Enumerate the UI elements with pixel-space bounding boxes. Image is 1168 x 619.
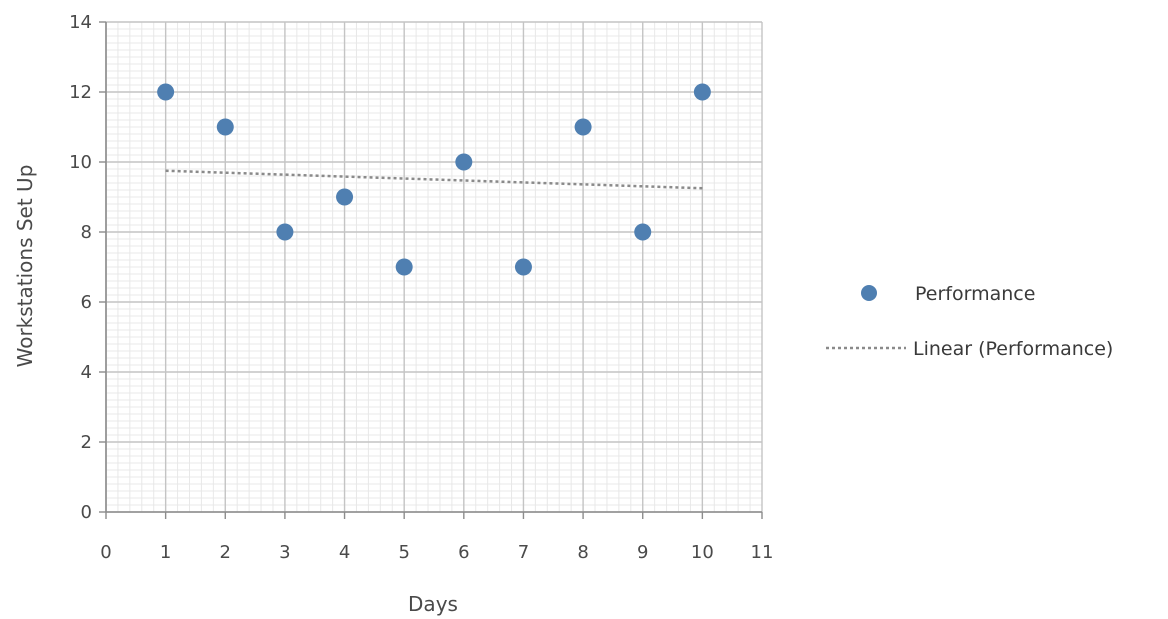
x-tick-label: 0 xyxy=(100,542,111,563)
data-point xyxy=(693,83,711,101)
legend-label-performance: Performance xyxy=(915,283,1035,305)
data-point xyxy=(455,153,473,171)
data-point xyxy=(514,258,532,276)
data-point xyxy=(157,83,175,101)
x-tick-label: 4 xyxy=(339,542,350,563)
data-point xyxy=(574,118,592,136)
x-tick-label: 1 xyxy=(160,542,171,563)
x-tick-labels: 0 1 2 3 4 5 6 7 8 9 10 11 xyxy=(100,542,773,563)
y-tick-labels: 0 2 4 6 8 10 12 14 xyxy=(69,12,92,523)
legend: Performance Linear (Performance) xyxy=(826,283,1113,360)
y-tick-label: 4 xyxy=(81,362,92,383)
legend-marker-performance xyxy=(861,285,877,301)
y-tick-label: 0 xyxy=(81,502,92,523)
x-tick-label: 7 xyxy=(518,542,529,563)
x-tick-label: 8 xyxy=(577,542,588,563)
data-points xyxy=(157,83,711,276)
y-tick-label: 6 xyxy=(81,292,92,313)
x-axis-title: Days xyxy=(408,592,458,616)
data-point xyxy=(395,258,413,276)
x-tick-label: 5 xyxy=(398,542,409,563)
legend-label-trendline: Linear (Performance) xyxy=(913,338,1113,360)
data-point xyxy=(216,118,234,136)
axes xyxy=(99,21,763,519)
x-tick-label: 9 xyxy=(637,542,648,563)
y-tick-label: 12 xyxy=(69,82,92,103)
y-tick-label: 14 xyxy=(69,12,92,33)
x-tick-label: 10 xyxy=(691,542,714,563)
minor-grid xyxy=(105,21,763,513)
data-point xyxy=(336,188,354,206)
x-tick-label: 11 xyxy=(751,542,774,563)
y-tick-label: 8 xyxy=(81,222,92,243)
trendline xyxy=(165,169,703,190)
x-tick-label: 2 xyxy=(220,542,231,563)
y-axis-title: Workstations Set Up xyxy=(13,165,37,368)
x-tick-label: 3 xyxy=(279,542,290,563)
y-tick-label: 2 xyxy=(81,432,92,453)
y-tick-label: 10 xyxy=(69,152,92,173)
data-point xyxy=(634,223,652,241)
trendline-line xyxy=(165,169,703,190)
x-tick-label: 6 xyxy=(458,542,469,563)
data-point xyxy=(276,223,294,241)
